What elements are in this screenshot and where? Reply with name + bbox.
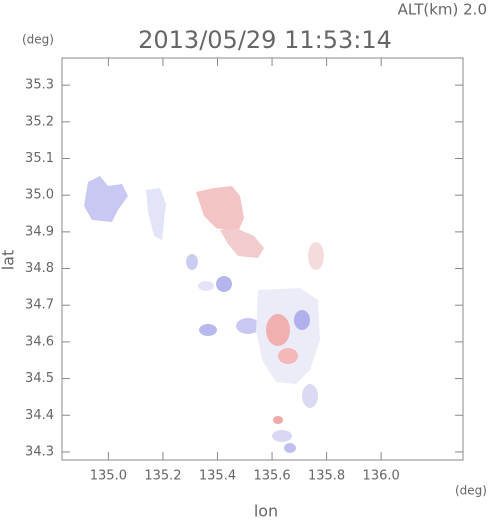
echo [278, 348, 298, 364]
x-unit: (deg) [455, 484, 487, 498]
y-axis-label: lat [0, 250, 18, 271]
x-tick-label: 135.2 [144, 469, 181, 484]
echo [273, 416, 283, 424]
echo [220, 228, 264, 258]
echo [284, 443, 296, 453]
altitude-label: ALT(km) 2.0 [398, 1, 487, 19]
chart-title: 2013/05/29 11:53:14 [138, 26, 392, 54]
y-tick-label: 34.7 [25, 298, 54, 313]
y-tick-label: 34.9 [25, 224, 54, 239]
plot-frame [61, 57, 464, 461]
y-tick-label: 35.2 [25, 114, 54, 129]
x-tick-label: 135.4 [199, 469, 236, 484]
echo [216, 276, 232, 292]
echo [294, 310, 310, 330]
y-tick-label: 34.5 [25, 371, 54, 386]
echo [146, 188, 166, 240]
x-axis-label: lon [254, 502, 278, 521]
echo [308, 242, 324, 270]
y-tick-label: 34.4 [25, 408, 54, 423]
y-unit: (deg) [22, 33, 54, 47]
radar-echoes [84, 176, 324, 453]
y-tick-label: 34.3 [25, 444, 54, 459]
echo [266, 314, 290, 346]
echo [84, 176, 128, 222]
echo [198, 281, 214, 291]
echo [186, 254, 198, 270]
x-tick-label: 135.6 [253, 469, 290, 484]
x-tick-label: 136.0 [363, 469, 400, 484]
x-tick-label: 135.8 [308, 469, 345, 484]
y-tick-label: 34.8 [25, 261, 54, 276]
y-tick-label: 35.0 [25, 188, 54, 203]
x-tick-label: 135.0 [90, 469, 127, 484]
echo [196, 186, 244, 232]
echo [236, 318, 260, 334]
echo [272, 430, 292, 442]
y-tick-label: 35.3 [25, 78, 54, 93]
echo [199, 324, 217, 336]
y-tick-label: 35.1 [25, 151, 54, 166]
y-tick-label: 34.6 [25, 334, 54, 349]
echo [302, 384, 318, 408]
